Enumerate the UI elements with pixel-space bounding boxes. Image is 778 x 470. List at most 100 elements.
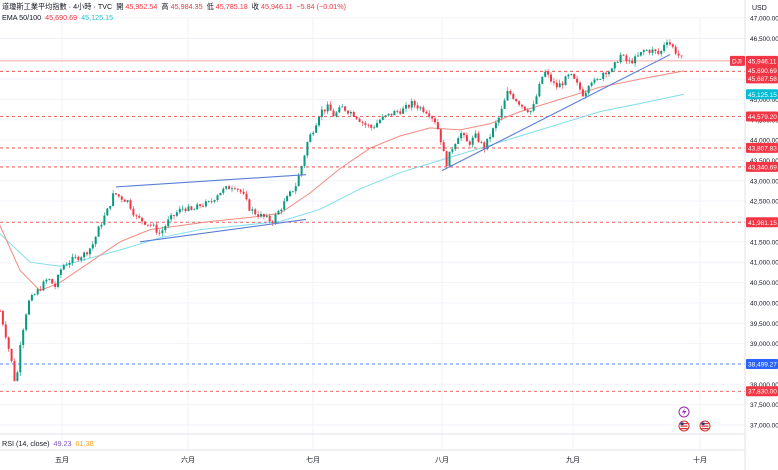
candle-body [677,53,680,56]
trendlines[interactable] [115,54,671,243]
candle-body [94,236,97,245]
candle-body [280,209,283,212]
candle-body [117,194,120,197]
x-axis[interactable]: 五月 六月 七月 八月 九月 十月 [55,455,707,464]
currency-label: USD [752,5,767,12]
price-tag-bg [746,142,778,153]
candle-body [184,208,187,211]
candle-body [622,54,625,56]
y-tick-label: 39,500.00 [750,321,778,328]
candle-body [619,54,622,63]
candle-body [323,109,326,112]
candle-body [86,252,88,255]
candle-body [257,214,260,217]
candle-body [115,193,117,195]
ema-legend[interactable]: EMA 50/100 45,690.69 45,125.15 [2,13,115,22]
candle-body [666,42,668,45]
candle-body [674,46,677,54]
candle-body [608,71,610,75]
candle-body [297,174,300,187]
candle-body [265,215,268,217]
price-tag-label: 37,830.00 [748,389,777,396]
candle-body [573,74,576,79]
y-tick-label: 43,500.00 [750,158,778,165]
candle-body [173,215,175,216]
symbol-title[interactable]: 道瓊斯工業平均指數 · 4小時 · TVC [2,2,113,11]
candle-body [109,206,112,209]
candle-body [1,311,4,325]
low-value: 45,785.18 [215,2,248,11]
candle-body [352,112,355,117]
candle-body [312,132,315,135]
candle-body [318,117,320,126]
candle-body [236,188,239,190]
candle-body [187,206,190,211]
y-tick-label: 45,000.00 [750,97,778,104]
candle-body [561,83,564,86]
price-tag-label: 45,690.69 [748,68,777,75]
candle-body [503,100,506,109]
x-tick-label: 八月 [435,456,449,464]
candle-body [587,85,590,93]
candle-body [361,121,364,123]
candle-body [474,133,477,138]
candle-body [480,141,483,143]
candle-body [65,264,68,266]
candle-body [347,110,349,114]
candle-body [228,186,231,190]
candle-body [399,111,402,114]
candle-body [457,138,460,145]
candle-body [599,79,602,80]
candle-body [460,133,463,139]
open-label: 開 [116,2,124,11]
candle-body [535,96,538,104]
candle-body [515,98,518,102]
candle-body [451,149,454,152]
candle-body [196,204,199,210]
candle-body [30,294,33,301]
rsi-label: RSI (14, close) [2,439,50,448]
candle-body [518,101,521,105]
candle-body [610,68,613,72]
candle-body [552,81,555,83]
us-flag-icon[interactable] [678,420,690,432]
y-tick-label: 47,000.00 [750,16,778,23]
candle-body [222,188,225,193]
flash-icon[interactable] [678,406,690,418]
rsi-value-2: 61.38 [75,439,94,448]
candle-body [651,49,654,53]
candle-body [248,199,251,211]
candle-body [654,49,657,52]
candle-body [123,199,126,202]
price-tag-bg [746,111,778,122]
us-flag-icon[interactable] [699,420,711,432]
candle-body [294,186,297,192]
candle-body [303,155,306,167]
candle-body [509,90,512,94]
candle-body [558,83,561,88]
y-tick-label: 40,000.00 [750,300,778,307]
candle-body [170,215,173,220]
candle-body [628,60,631,62]
y-tick-label: 39,000.00 [750,341,778,348]
rsi-legend[interactable]: RSI (14, close) 49.23 61.38 [2,439,96,448]
candle-body [634,56,637,64]
candle-body [155,224,158,233]
candle-body [164,226,167,231]
y-tick-label: 46,500.00 [750,36,778,43]
y-tick-label: 41,500.00 [750,239,778,246]
candle-body [602,72,605,80]
change-value: −5.84 (−0.01%) [296,2,346,11]
y-tick-label: 42,500.00 [750,199,778,206]
candle-body [204,201,207,207]
candle-body [74,256,77,258]
candle-body [39,289,42,291]
candle-body [544,71,547,77]
candle-body [483,142,486,150]
candle-body [146,224,149,226]
candle-body [407,105,410,108]
candle-body [167,219,170,227]
candle-body [283,201,286,210]
event-icons[interactable] [678,406,711,432]
